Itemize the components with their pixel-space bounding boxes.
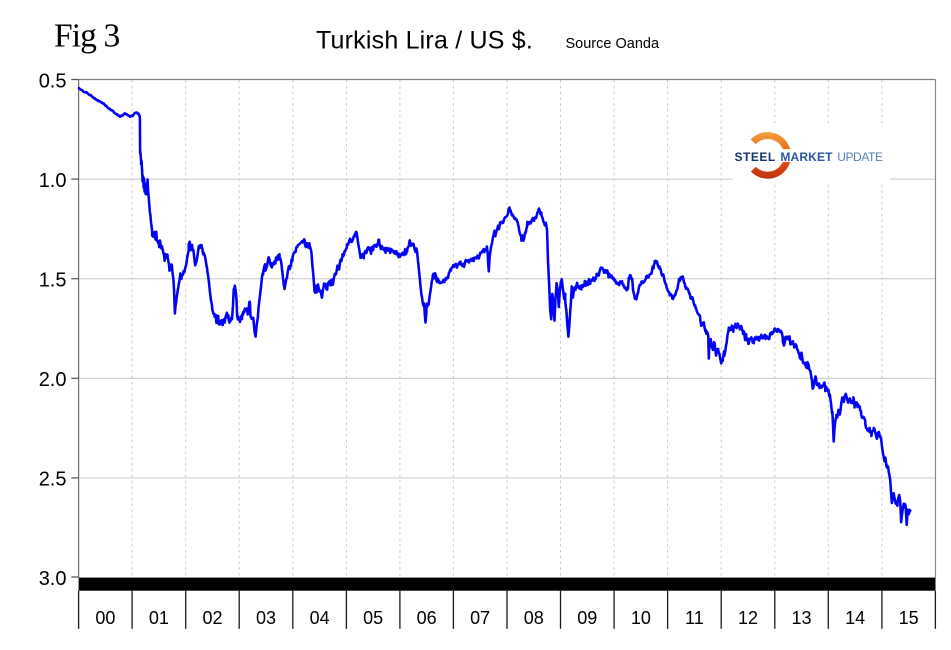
- svg-text:07: 07: [470, 608, 490, 628]
- svg-text:12: 12: [738, 608, 758, 628]
- svg-text:2.0: 2.0: [39, 369, 67, 391]
- svg-text:UPDATE: UPDATE: [837, 150, 883, 164]
- svg-text:MARKET: MARKET: [780, 150, 833, 164]
- svg-text:04: 04: [310, 608, 330, 628]
- svg-text:03: 03: [256, 608, 276, 628]
- svg-text:05: 05: [363, 608, 383, 628]
- svg-text:STEEL: STEEL: [735, 150, 776, 164]
- svg-text:15: 15: [899, 608, 919, 628]
- svg-text:Turkish Lira / US $.: Turkish Lira / US $.: [316, 27, 533, 55]
- svg-text:1.0: 1.0: [39, 170, 67, 192]
- svg-text:11: 11: [685, 608, 704, 628]
- svg-text:2.5: 2.5: [39, 469, 67, 491]
- svg-text:Source Oanda: Source Oanda: [566, 36, 660, 52]
- svg-text:3.0: 3.0: [39, 568, 67, 590]
- svg-text:14: 14: [845, 608, 865, 628]
- svg-text:09: 09: [577, 608, 597, 628]
- svg-text:10: 10: [631, 608, 651, 628]
- svg-text:1.5: 1.5: [39, 270, 67, 292]
- svg-text:01: 01: [149, 608, 169, 628]
- svg-text:13: 13: [791, 608, 811, 628]
- svg-text:08: 08: [524, 608, 544, 628]
- svg-text:06: 06: [417, 608, 437, 628]
- svg-text:0.5: 0.5: [39, 70, 67, 92]
- svg-text:02: 02: [202, 608, 222, 628]
- svg-text:Fig 3: Fig 3: [54, 18, 119, 55]
- svg-text:00: 00: [95, 608, 115, 628]
